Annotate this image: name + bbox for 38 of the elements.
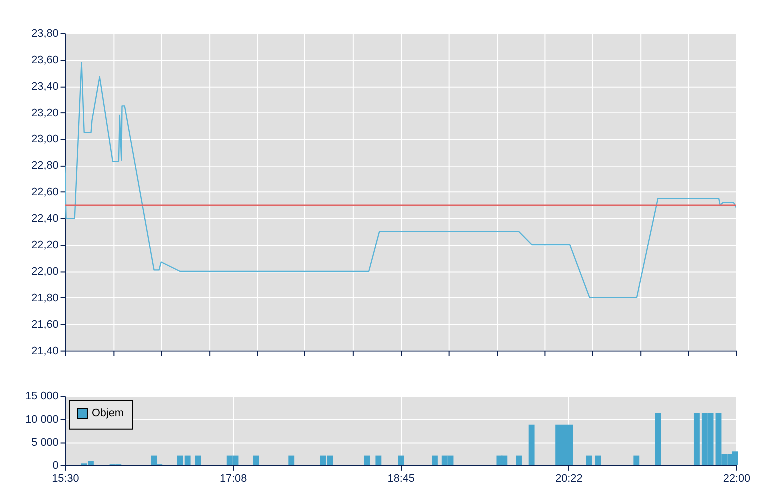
y-tick-label: 21,40 bbox=[32, 345, 59, 358]
bar bbox=[528, 424, 535, 466]
y-tick-label: 22,20 bbox=[32, 239, 59, 252]
bar bbox=[595, 456, 602, 466]
y-tick-label: 22,40 bbox=[32, 213, 59, 226]
bar bbox=[655, 413, 662, 466]
bar bbox=[586, 456, 592, 466]
bar bbox=[376, 456, 382, 466]
line-series bbox=[65, 62, 736, 299]
y-tick-label: 22,60 bbox=[32, 186, 59, 199]
x-tick-label: 17:08 bbox=[220, 472, 248, 485]
y-tick-label: 0 bbox=[52, 460, 59, 472]
y-tick-label: 15 000 bbox=[26, 390, 59, 403]
bar bbox=[195, 456, 202, 466]
x-tick-label: 22:00 bbox=[723, 472, 751, 485]
bar bbox=[516, 456, 522, 466]
x-tick-label: 18:45 bbox=[388, 472, 415, 485]
y-tick-label: 21,80 bbox=[32, 292, 59, 304]
bar bbox=[288, 456, 295, 466]
y-tick-label: 21,60 bbox=[32, 318, 59, 331]
y-tick-label: 23,80 bbox=[32, 28, 59, 40]
x-tick-label: 15:30 bbox=[52, 472, 80, 485]
y-tick-label: 23,40 bbox=[32, 80, 59, 93]
y-tick-label: 22,80 bbox=[32, 160, 59, 172]
bar bbox=[634, 456, 640, 466]
y-tick-label: 23,00 bbox=[32, 134, 59, 146]
bar bbox=[253, 456, 260, 466]
bar bbox=[432, 456, 438, 466]
legend-label: Objem bbox=[92, 408, 124, 420]
y-tick-label: 22,00 bbox=[32, 266, 59, 278]
y-tick-label: 23,60 bbox=[32, 54, 59, 66]
bar bbox=[694, 413, 700, 466]
bar bbox=[398, 456, 404, 466]
x-tick-label: 20:22 bbox=[556, 472, 583, 485]
y-tick-label: 23,20 bbox=[32, 107, 59, 120]
y-tick-label: 10 000 bbox=[26, 414, 59, 426]
y-tick-label: 5 000 bbox=[32, 436, 59, 449]
bar bbox=[364, 456, 370, 466]
